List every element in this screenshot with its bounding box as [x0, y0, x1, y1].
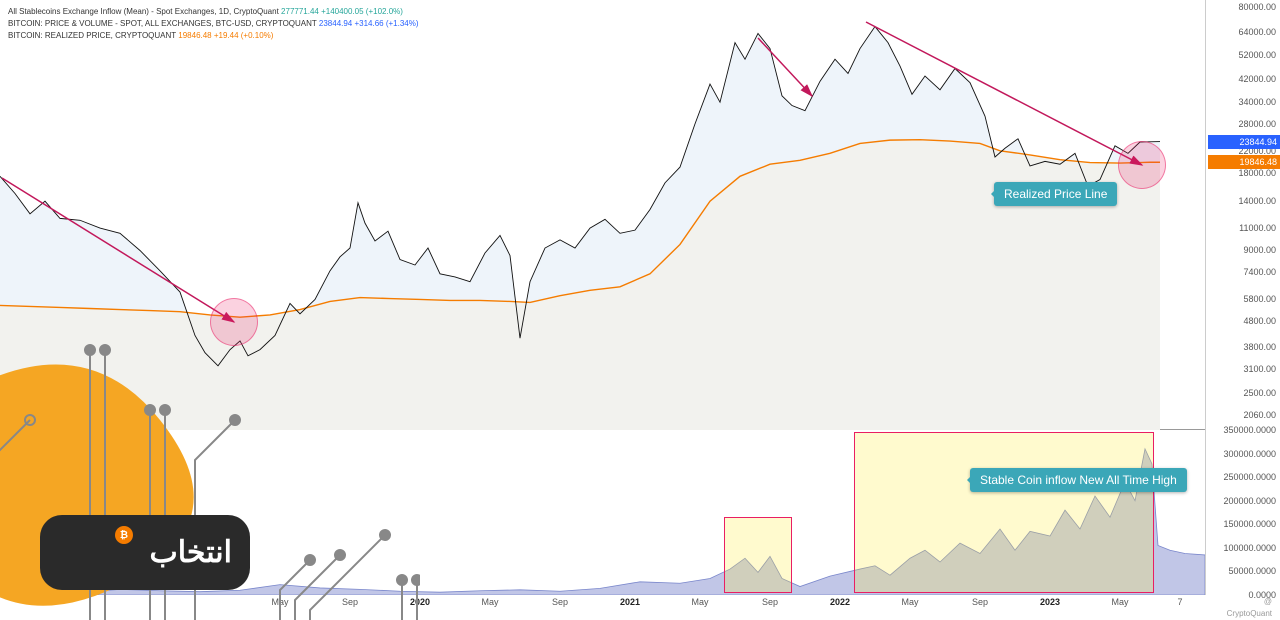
y-tick-label: 200000.0000 [1223, 496, 1276, 506]
y-tick-label: 5800.00 [1243, 294, 1276, 304]
y-tick-label: 14000.00 [1238, 196, 1276, 206]
x-tick-label: 2022 [830, 597, 850, 607]
x-tick-label: May [271, 597, 288, 607]
series-name-3: BITCOIN: REALIZED PRICE, CRYPTOQUANT [8, 31, 176, 40]
header-line-1: All Stablecoins Exchange Inflow (Mean) -… [8, 6, 419, 18]
x-tick-label: May [1111, 597, 1128, 607]
y-axis-lower: 350000.0000300000.0000250000.0000200000.… [1205, 430, 1280, 595]
x-tick-label: 7 [1177, 597, 1182, 607]
y-tick-label: 2500.00 [1243, 388, 1276, 398]
callout-inflow-ath: Stable Coin inflow New All Time High [970, 468, 1187, 492]
y-tick-label: 100000.0000 [1223, 543, 1276, 553]
x-tick-label: 2023 [1040, 597, 1060, 607]
price-tag-current: 23844.94 [1208, 135, 1280, 149]
chart-container: All Stablecoins Exchange Inflow (Mean) -… [0, 0, 1280, 620]
y-tick-label: 50000.0000 [1228, 566, 1276, 576]
callout-realized-price: Realized Price Line [994, 182, 1117, 206]
y-tick-label: 250000.0000 [1223, 472, 1276, 482]
credit-text: @ [1264, 597, 1272, 606]
main-chart-svg [0, 0, 1205, 430]
y-tick-label: 3800.00 [1243, 342, 1276, 352]
x-tick-label: Sep [552, 597, 568, 607]
series-value-1: 277771.44 +140400.05 (+102.0%) [281, 7, 403, 16]
x-tick-label: May [691, 597, 708, 607]
header-line-2: BITCOIN: PRICE & VOLUME - SPOT, ALL EXCH… [8, 18, 419, 30]
y-tick-label: 2060.00 [1243, 410, 1276, 420]
header-line-3: BITCOIN: REALIZED PRICE, CRYPTOQUANT 198… [8, 30, 419, 42]
brand-badge: انتخاب [40, 515, 250, 590]
series-name-2: BITCOIN: PRICE & VOLUME - SPOT, ALL EXCH… [8, 19, 317, 28]
y-tick-label: 150000.0000 [1223, 519, 1276, 529]
highlight-circle [210, 298, 258, 346]
series-name-1: All Stablecoins Exchange Inflow (Mean) -… [8, 7, 279, 16]
y-tick-label: 3100.00 [1243, 364, 1276, 374]
y-tick-label: 64000.00 [1238, 27, 1276, 37]
y-tick-label: 18000.00 [1238, 168, 1276, 178]
watermark-text: CryptoQuant [1227, 609, 1272, 618]
x-tick-label: Sep [342, 597, 358, 607]
brand-text: انتخاب [150, 535, 233, 570]
y-tick-label: 11000.00 [1239, 223, 1276, 233]
y-tick-label: 52000.00 [1238, 50, 1276, 60]
y-tick-label: 28000.00 [1238, 119, 1276, 129]
bitcoin-coin-icon: ₿ [115, 526, 133, 544]
x-tick-label: 2021 [620, 597, 640, 607]
x-tick-label: May [481, 597, 498, 607]
highlight-circle [1118, 141, 1166, 189]
y-tick-label: 4800.00 [1243, 316, 1276, 326]
series-value-2: 23844.94 +314.66 (+1.34%) [319, 19, 419, 28]
y-axis-main: 80000.00 64000.00 52000.00 42000.00 34000.00… [1205, 0, 1280, 430]
y-tick-label: 42000.00 [1238, 74, 1276, 84]
y-tick-label: 300000.0000 [1223, 449, 1276, 459]
x-axis: May Sep 2020 May Sep 2021 May Sep 2022 May Sep 2023… [0, 595, 1205, 615]
series-value-3: 19846.48 +19.44 (+0.10%) [178, 31, 273, 40]
y-tick-label: 350000.0000 [1223, 425, 1276, 435]
callout-text: Realized Price Line [1004, 187, 1107, 201]
x-tick-label: Sep [762, 597, 778, 607]
callout-text: Stable Coin inflow New All Time High [980, 473, 1177, 487]
main-price-panel[interactable] [0, 0, 1205, 430]
y-tick-label: 7400.00 [1243, 267, 1276, 277]
y-tick-label: 9000.00 [1243, 245, 1276, 255]
price-tag-realized: 19846.48 [1208, 155, 1280, 169]
chart-header: All Stablecoins Exchange Inflow (Mean) -… [8, 6, 419, 42]
x-tick-label: Sep [972, 597, 988, 607]
x-tick-label: May [901, 597, 918, 607]
x-tick-label: 2020 [410, 597, 430, 607]
y-tick-label: 80000.00 [1238, 2, 1276, 12]
highlight-box [724, 517, 792, 593]
highlight-box [854, 432, 1154, 593]
y-tick-label: 34000.00 [1238, 97, 1276, 107]
